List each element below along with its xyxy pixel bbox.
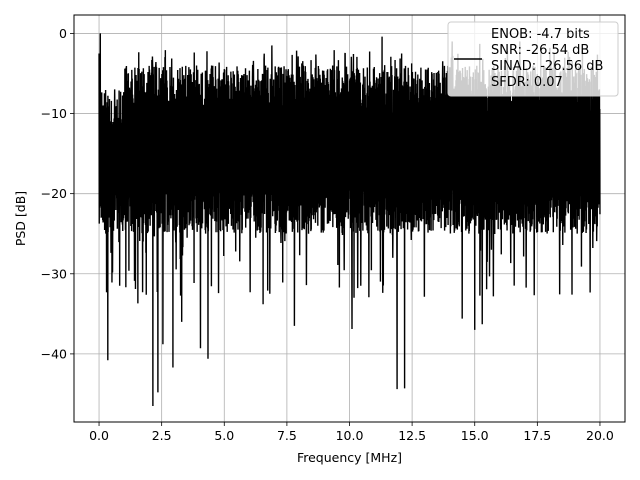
- y-tick-label: 0: [59, 26, 67, 41]
- legend-entry-sinad: SINAD: -26.56 dB: [491, 59, 603, 74]
- legend-entry-enob: ENOB: -4.7 bits: [491, 27, 590, 42]
- x-axis-label: Frequency [MHz]: [297, 450, 402, 465]
- x-tick-label: 5.0: [214, 428, 234, 443]
- y-tick-label: −20: [41, 186, 67, 201]
- y-tick-label: −30: [41, 266, 67, 281]
- legend-entry-snr: SNR: -26.54 dB: [491, 43, 589, 58]
- x-tick-label: 10.0: [336, 428, 364, 443]
- x-tick-label: 15.0: [461, 428, 489, 443]
- y-tick-label: −10: [41, 106, 67, 121]
- y-tick-label: −40: [41, 346, 67, 361]
- y-axis-label: PSD [dB]: [13, 191, 28, 246]
- x-axis-ticks: 0.0 2.5 5.0 7.5 10.0 12.5 15.0 17.5 20.0: [89, 422, 614, 443]
- x-tick-label: 20.0: [586, 428, 614, 443]
- legend: ENOB: -4.7 bits SNR: -26.54 dB SINAD: -2…: [447, 21, 619, 97]
- y-axis-ticks: 0 −10 −20 −30 −40: [41, 26, 74, 361]
- x-tick-label: 12.5: [398, 428, 426, 443]
- legend-entry-sfdr: SFDR: 0.07: [491, 75, 563, 90]
- x-tick-label: 7.5: [277, 428, 297, 443]
- x-tick-label: 0.0: [89, 428, 109, 443]
- x-tick-label: 17.5: [523, 428, 551, 443]
- legend-box: [447, 21, 619, 97]
- x-tick-label: 2.5: [152, 428, 172, 443]
